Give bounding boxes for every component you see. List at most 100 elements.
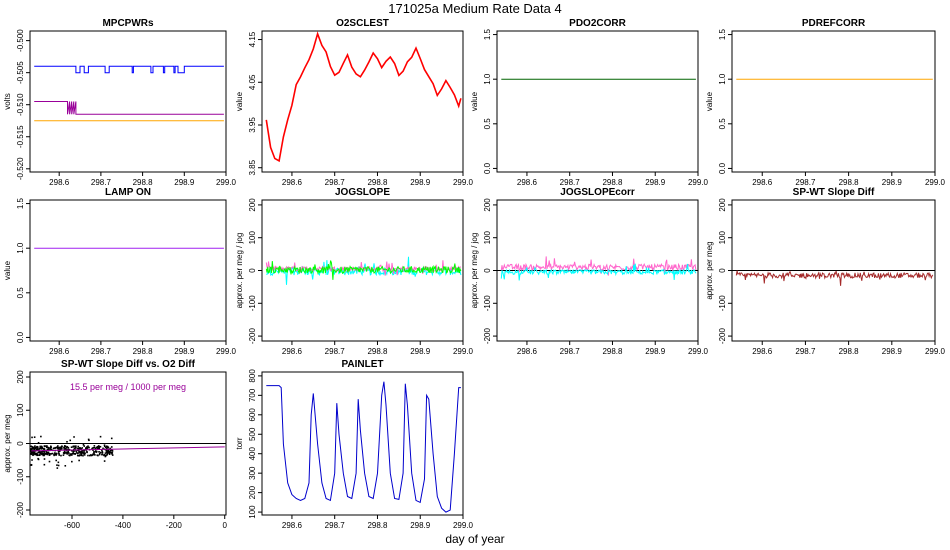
y-tick-label: 400	[248, 446, 257, 460]
scatter-point	[111, 453, 113, 455]
scatter-point	[80, 454, 83, 457]
y-axis-label: value	[470, 91, 479, 111]
panel-spwtslope: SP-WT Slope Diff approx. per meg 298.6 298.…	[705, 187, 946, 356]
x-tick-label: -600	[64, 521, 81, 530]
y-tick-label: 1.0	[16, 242, 25, 254]
scatter-point	[70, 446, 73, 449]
scatter-point	[77, 445, 80, 448]
scatter-point	[80, 450, 83, 453]
scatter-point	[110, 451, 113, 454]
scatter-point	[50, 448, 53, 451]
y-tick-label: 100	[248, 505, 257, 519]
scatter-point	[33, 451, 36, 454]
scatter-point	[35, 453, 38, 456]
scatter-point	[31, 453, 33, 456]
scatter-point	[36, 448, 39, 451]
scatter-point	[64, 465, 67, 467]
y-tick-label: 200	[16, 370, 25, 384]
x-tick-label: 298.9	[645, 178, 666, 187]
series-line-0	[500, 256, 697, 276]
scatter-point	[66, 453, 68, 455]
scatter-point	[67, 450, 70, 453]
scatter-point	[30, 445, 33, 448]
scatter-point	[64, 445, 67, 448]
scatter-point	[78, 459, 80, 462]
scatter-point	[104, 452, 107, 454]
scatter-point	[108, 451, 111, 454]
scatter-point	[111, 454, 114, 456]
scatter-point	[108, 451, 111, 453]
y-tick-label: -100	[718, 295, 727, 312]
scatter-point	[31, 436, 33, 439]
x-tick-label: -200	[166, 521, 183, 530]
scatter-point	[83, 454, 86, 456]
x-tick-label: 298.7	[560, 178, 581, 187]
series-line-1	[34, 101, 224, 115]
x-tick-label: 299.0	[688, 347, 709, 356]
x-tick-label: 298.7	[560, 347, 581, 356]
scatter-point	[70, 454, 73, 456]
x-tick-label: 299.0	[453, 347, 474, 356]
scatter-point	[105, 445, 108, 448]
scatter-point	[76, 452, 79, 454]
scatter-point	[75, 445, 77, 447]
scatter-point	[111, 452, 114, 454]
scatter-point	[109, 449, 112, 452]
scatter-point	[94, 450, 97, 453]
scatter-point	[73, 453, 75, 455]
scatter-point	[34, 445, 36, 447]
x-tick-label: 298.7	[325, 521, 346, 530]
scatter-point	[39, 452, 41, 455]
scatter-point	[110, 446, 113, 448]
scatter-point	[101, 451, 104, 453]
y-tick-label: -200	[483, 328, 492, 345]
scatter-point	[39, 445, 42, 448]
series-line-1	[500, 263, 697, 281]
scatter-point	[80, 448, 83, 450]
fit-line	[31, 446, 225, 452]
scatter-point	[98, 446, 100, 449]
x-tick-label: 298.7	[91, 347, 112, 356]
panel-title: LAMP ON	[105, 187, 151, 198]
scatter-point	[63, 446, 65, 449]
plot-frame	[261, 30, 464, 173]
scatter-point	[48, 453, 51, 455]
y-tick-label: 100	[16, 403, 25, 417]
y-axis-label: volts	[3, 93, 12, 109]
scatter-point	[107, 446, 110, 449]
y-tick-label: -0.505	[16, 61, 25, 84]
scatter-point	[75, 450, 77, 453]
scatter-point	[93, 451, 95, 453]
fit-annotation: 15.5 per meg / 1000 per meg	[70, 382, 186, 392]
scatter-point	[109, 447, 112, 450]
scatter-point	[59, 448, 62, 450]
scatter-point	[95, 446, 98, 449]
scatter-point	[47, 452, 50, 454]
panel-title: JOGSLOPE	[335, 187, 390, 198]
scatter-point	[106, 452, 109, 455]
scatter-point	[97, 445, 100, 447]
scatter-point	[56, 447, 59, 450]
panels: MPCPWRs volts 298.6 298.7 298.8 298.9 299.0 -0.…	[3, 18, 946, 530]
scatter-point	[30, 448, 33, 450]
scatter-point	[77, 454, 79, 457]
panel-title: PAINLET	[341, 359, 383, 370]
x-tick-label: 298.9	[174, 178, 195, 187]
y-tick-label: 300	[248, 466, 257, 480]
y-tick-label: 0.0	[483, 162, 492, 174]
scatter-point	[93, 452, 95, 455]
scatter-point	[45, 446, 48, 449]
x-tick-label: 298.8	[839, 347, 860, 356]
scatter-point	[83, 445, 86, 447]
scatter-point	[57, 445, 59, 447]
scatter-point	[38, 449, 40, 451]
y-tick-label: 0.5	[718, 118, 727, 130]
scatter-point	[93, 453, 95, 456]
scatter-point	[45, 450, 47, 452]
scatter-point	[49, 446, 52, 449]
y-tick-label: -200	[248, 328, 257, 345]
scatter-point	[104, 455, 107, 458]
scatter-point	[54, 447, 56, 449]
y-tick-label: 1.5	[483, 28, 492, 40]
y-axis-label: approx. per meg / jog	[235, 233, 244, 309]
